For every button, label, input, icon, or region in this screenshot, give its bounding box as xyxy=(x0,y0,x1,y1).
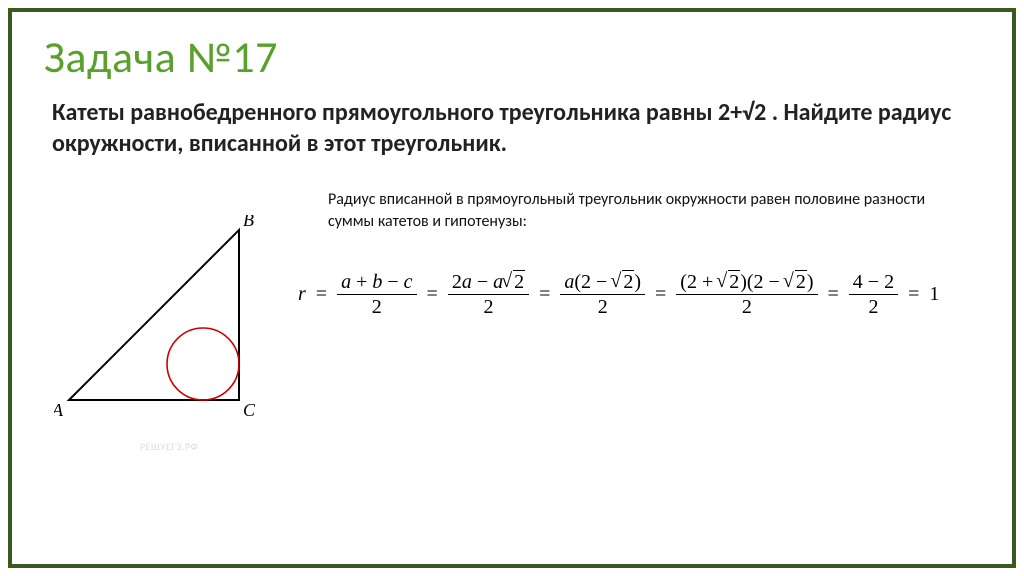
theorem-text: Радиус вписанной в прямоугольный треугол… xyxy=(328,189,980,232)
slide-frame: Задача №17 Катеты равнобедренного прямоу… xyxy=(8,8,1016,568)
svg-text:B: B xyxy=(243,215,254,230)
svg-text:C: C xyxy=(243,400,256,420)
content-row: A B C Радиус вписанной в прямоугольный тре… xyxy=(44,185,980,430)
solution-column: Радиус вписанной в прямоугольный треугол… xyxy=(328,185,980,317)
problem-text: Катеты равнобедренного прямоугольного тр… xyxy=(44,98,980,159)
problem-title: Задача №17 xyxy=(44,30,980,84)
diagram-svg: A B C xyxy=(54,215,294,425)
formula: r=a + b − c2=2a − a22=a(2 − 2)2=(2 + 2)(… xyxy=(298,271,980,318)
slide-inner: Задача №17 Катеты равнобедренного прямоу… xyxy=(12,12,1012,454)
triangle-diagram: A B C xyxy=(54,215,304,430)
watermark: РЕШУЕГЭ.РФ xyxy=(140,440,198,453)
svg-text:A: A xyxy=(54,400,64,420)
